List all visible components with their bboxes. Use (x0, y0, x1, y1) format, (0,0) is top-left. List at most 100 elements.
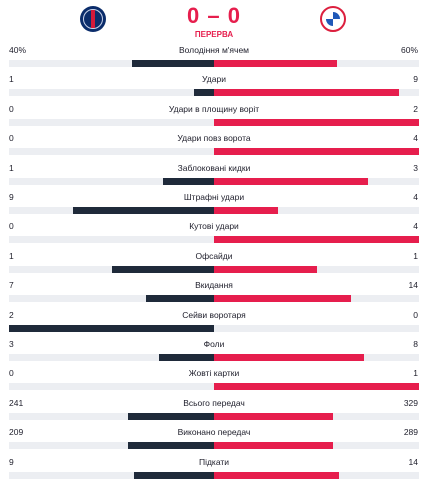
home-stat-value: 9 (9, 192, 14, 202)
home-team-crest-icon[interactable] (80, 6, 106, 32)
home-stat-track (9, 324, 214, 332)
stat-label: Удари (202, 74, 226, 85)
home-stat-bar (132, 60, 214, 67)
home-stat-bar (9, 324, 214, 332)
away-stat-track (214, 60, 419, 67)
stat-row: 1 Офсайди 1 (0, 251, 428, 280)
home-stat-bar (193, 89, 214, 97)
away-stat-bar (214, 471, 340, 479)
stat-row: 0 Кутові удари 4 (0, 221, 428, 250)
stat-row: 0 Удари в площину воріт 2 (0, 104, 428, 133)
home-stat-value: 241 (9, 397, 24, 408)
home-stat-value: 3 (9, 339, 14, 349)
stat-label: Жовті картки (188, 368, 240, 379)
stat-row: 2 Сейви воротаря 0 (0, 310, 428, 339)
away-stat-value: 14 (408, 456, 418, 467)
away-stat-track (214, 118, 419, 126)
home-stat-bar (127, 442, 214, 450)
away-stat-bar (214, 207, 278, 214)
stat-row: 0 Удари повз ворота 4 (0, 133, 428, 162)
stat-label: Офсайди (195, 250, 233, 261)
away-stat-value: 60% (400, 45, 418, 55)
away-stat-track (214, 295, 419, 303)
away-stat-bar (214, 89, 399, 97)
away-team-crest-icon[interactable] (320, 6, 346, 32)
away-stat-value: 4 (413, 221, 418, 232)
away-stat-track (214, 89, 419, 97)
stat-label: Заблоковані кидки (177, 162, 251, 173)
home-stat-value: 0 (9, 368, 14, 379)
home-stat-value: 0 (9, 103, 14, 114)
stat-row: 1 Удари 9 (0, 74, 428, 103)
home-stat-value: 1 (9, 250, 14, 261)
home-stat-value: 2 (9, 309, 14, 320)
stat-label: Удари повз ворота (177, 133, 251, 144)
home-stat-track (9, 118, 214, 126)
away-stat-track (214, 265, 419, 273)
stat-label: Вкидання (195, 280, 233, 291)
home-stat-track (9, 89, 214, 97)
home-stat-bar (127, 412, 214, 420)
home-stat-track (9, 148, 214, 156)
away-stat-bar (214, 383, 419, 391)
stat-label: Володіння м'ячем (178, 45, 250, 55)
stat-label: Сейви воротаря (182, 309, 246, 320)
stat-row: 209 Виконано передач 289 (0, 427, 428, 456)
stat-label: Кутові удари (189, 221, 239, 232)
home-stat-track (9, 412, 214, 420)
stat-row: 1 Заблоковані кидки 3 (0, 163, 428, 192)
stat-row: 0 Жовті картки 1 (0, 368, 428, 397)
home-stat-value: 0 (9, 133, 14, 144)
away-stat-value: 3 (413, 162, 418, 173)
away-stat-bar (214, 236, 419, 244)
away-stat-value: 329 (403, 397, 418, 408)
away-stat-value: 0 (413, 309, 418, 320)
home-stat-value: 40% (9, 45, 27, 55)
away-stat-value: 8 (413, 339, 418, 349)
away-stat-track (214, 383, 419, 391)
home-stat-track (9, 60, 214, 67)
away-stat-bar (214, 265, 317, 273)
away-stat-value: 4 (413, 133, 418, 144)
away-stat-bar (214, 118, 419, 126)
home-stat-bar (162, 177, 214, 185)
home-stat-bar (72, 207, 214, 214)
home-stat-bar (146, 295, 214, 303)
away-stat-value: 1 (413, 250, 418, 261)
away-stat-bar (214, 412, 333, 420)
home-stat-track (9, 265, 214, 273)
stat-label: Підкати (198, 456, 230, 467)
stat-row: 9 Штрафні удари 4 (0, 192, 428, 221)
away-stat-track (214, 442, 419, 450)
stat-row: 40% Володіння м'ячем 60% (0, 45, 428, 74)
away-stat-value: 1 (413, 368, 418, 379)
stat-row: 3 Фоли 8 (0, 339, 428, 368)
home-stat-bar (158, 354, 214, 361)
away-stat-bar (214, 442, 333, 450)
away-stat-bar (214, 60, 337, 67)
stat-label: Фоли (203, 339, 225, 349)
away-stat-track (214, 207, 419, 214)
home-stat-track (9, 354, 214, 361)
away-stat-track (214, 148, 419, 156)
away-stat-track (214, 324, 419, 332)
away-stat-value: 2 (413, 103, 418, 114)
home-stat-track (9, 236, 214, 244)
stat-row: 241 Всього передач 329 (0, 398, 428, 427)
home-stat-track (9, 207, 214, 214)
away-stat-value: 289 (403, 427, 418, 438)
home-stat-value: 7 (9, 280, 14, 291)
stat-row: 7 Вкидання 14 (0, 280, 428, 309)
away-stat-track (214, 236, 419, 244)
away-stat-bar (214, 177, 368, 185)
home-stat-track (9, 383, 214, 391)
stat-label: Виконано передач (177, 427, 251, 438)
match-header: 0 – 0 ПЕРЕРВА (0, 0, 428, 44)
away-stat-bar (214, 354, 364, 361)
match-score: 0 – 0 (187, 3, 241, 28)
away-stat-bar (214, 148, 419, 156)
home-stat-track (9, 177, 214, 185)
home-stat-value: 0 (9, 221, 14, 232)
home-stat-bar (111, 265, 214, 273)
stat-label: Удари в площину воріт (168, 103, 260, 114)
